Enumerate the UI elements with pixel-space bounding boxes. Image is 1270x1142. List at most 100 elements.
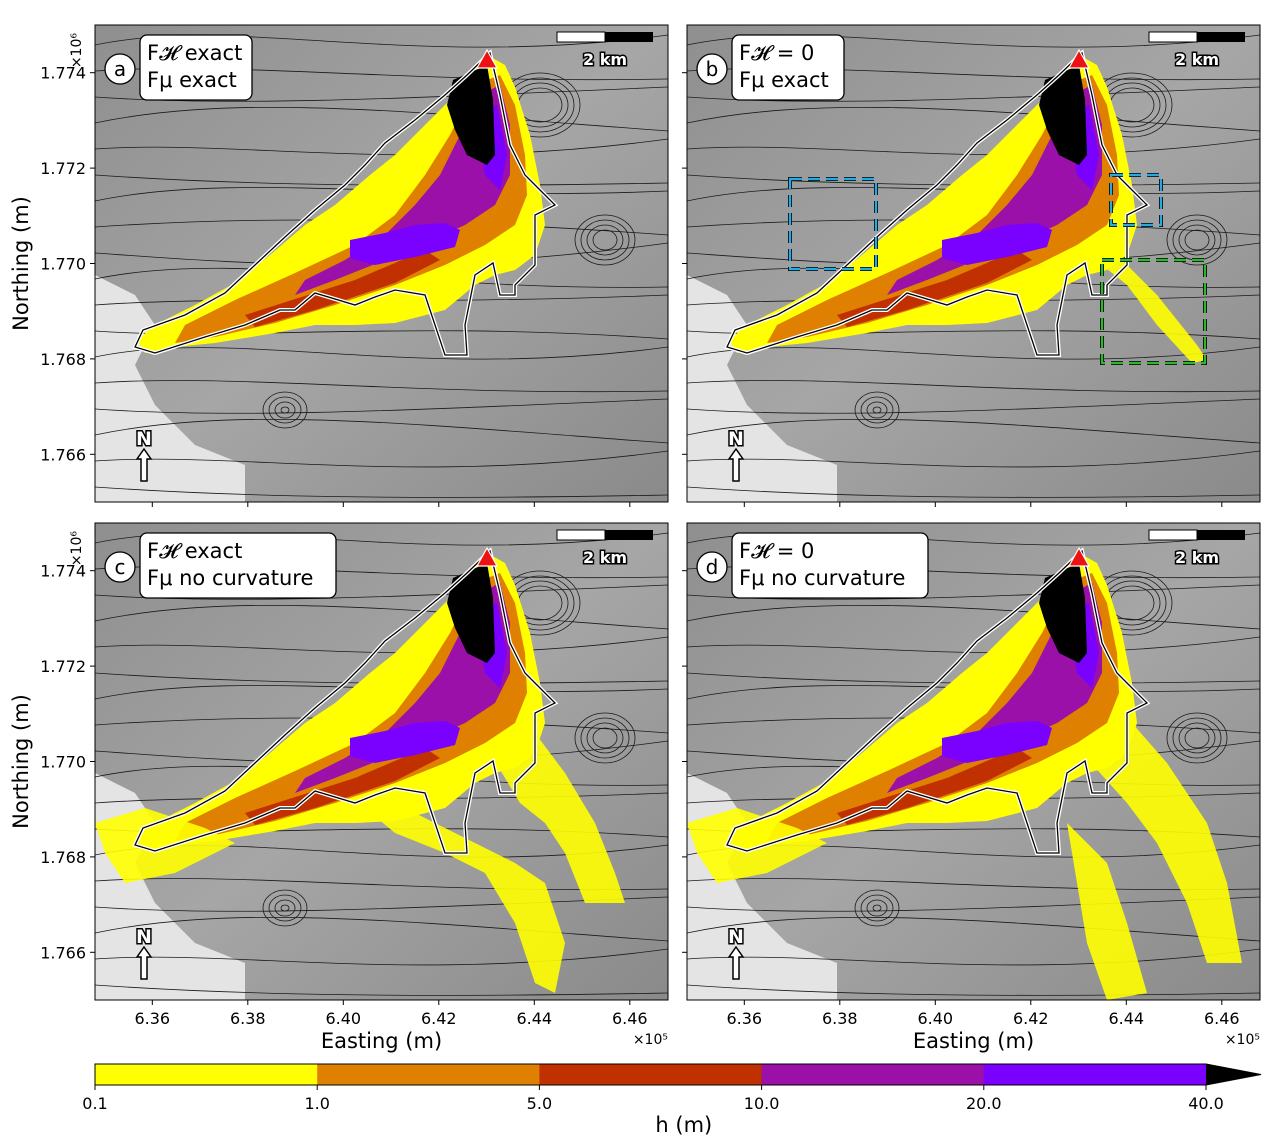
contour-ring — [262, 889, 308, 927]
y-tick-label: 1.768 — [40, 848, 86, 867]
y-tick-label: 1.770 — [40, 255, 86, 274]
colorbar-bin — [95, 1064, 318, 1085]
flow-depth-over-40 — [1039, 65, 1087, 165]
vent-marker — [1067, 48, 1091, 69]
contour-ring — [866, 401, 888, 419]
colorbar-tick-label: 5.0 — [527, 1094, 552, 1113]
contour-ring — [586, 224, 624, 256]
scale-bar-black — [605, 32, 653, 42]
map-panel-d: 2 km Nd F𝓗 = 0 Fμ no curvature 6.36 6.38 6.40 6… — [682, 522, 1261, 1053]
flow-depth-over-40 — [1039, 563, 1087, 663]
contour-ring — [268, 396, 302, 424]
scale-bar-label: 2 km — [583, 548, 627, 567]
map-panel-c: 2 km Nc F𝓗 exact Fμ no curvature 6.36 6.38 6.4… — [9, 522, 669, 1053]
contour-line — [95, 380, 668, 393]
flow-depth-0.1-1 — [137, 553, 545, 851]
contour-ring — [860, 894, 894, 922]
x-axis-label: Easting (m) — [321, 1029, 442, 1053]
colorbar-tick-label: 1.0 — [304, 1094, 329, 1113]
sea-area — [687, 275, 837, 502]
x-offset-label: ×10⁵ — [1225, 1032, 1260, 1048]
contour-ring — [854, 889, 900, 927]
contour-line — [687, 948, 1260, 966]
x-tick-label: 6.36 — [726, 1009, 762, 1028]
panel-letter: c — [115, 555, 126, 579]
colorbar-tick-label: 20.0 — [966, 1094, 1002, 1113]
contour-line — [95, 418, 668, 444]
map-content: 2 km N — [95, 25, 668, 502]
x-tick-label: 6.40 — [325, 1009, 361, 1028]
contour-ring — [1178, 722, 1216, 754]
panel-condition-line2: Fμ no curvature — [147, 566, 313, 590]
colorbar: 0.1 1.0 5.0 10.0 20.0 40.0 h (m) — [82, 1063, 1262, 1137]
y-axis-label: Northing (m) — [9, 196, 33, 331]
x-tick-label: 6.44 — [1108, 1009, 1144, 1028]
x-tick-label: 6.42 — [421, 1009, 457, 1028]
north-arrow-icon — [135, 447, 153, 482]
panel-condition-line2: Fμ exact — [147, 68, 237, 92]
contour-line — [687, 450, 1260, 468]
contour-line — [687, 916, 1260, 942]
scale-bar-white — [556, 31, 606, 43]
north-arrow-icon — [727, 945, 745, 980]
contour-ring — [574, 712, 636, 764]
x-tick-label: 6.44 — [516, 1009, 552, 1028]
scale-bar-label: 2 km — [1175, 50, 1219, 69]
sea-area — [95, 275, 245, 502]
y-tick-label: 1.772 — [40, 657, 86, 676]
scale-bar-black — [1197, 530, 1245, 540]
contour-line — [95, 896, 668, 912]
contour-line — [95, 486, 668, 498]
scale-bar-label: 2 km — [583, 50, 627, 69]
panel-condition-line1: F𝓗 = 0 — [739, 539, 814, 563]
colorbar-tick-label: 40.0 — [1188, 1094, 1224, 1113]
contour-ring — [1172, 717, 1222, 759]
contour-line — [687, 636, 1260, 654]
y-tick-label: 1.772 — [40, 159, 86, 178]
flow-channel — [350, 223, 460, 265]
flow-depth-5-10 — [245, 250, 440, 327]
panel-condition-line2: Fμ no curvature — [739, 566, 905, 590]
flow-depth-5-10 — [837, 250, 1032, 327]
panel-letter: a — [114, 57, 126, 81]
scale-bar-white — [1148, 31, 1198, 43]
y-tick-label: 1.774 — [40, 64, 86, 83]
contour-ring — [1178, 224, 1216, 256]
colorbar-bin — [983, 1064, 1207, 1085]
contour-line — [95, 672, 668, 684]
panel-letter: d — [706, 555, 719, 579]
contour-ring — [592, 727, 618, 749]
contour-line — [687, 380, 1260, 393]
y-offset-label: ×10⁶ — [69, 531, 85, 567]
flow-depth-5-10 — [837, 748, 1032, 825]
highlight-box-southeast — [1100, 258, 1207, 365]
panel-condition-box — [139, 532, 337, 599]
contour-ring — [592, 229, 618, 251]
panel-condition-line1: F𝓗 exact — [147, 539, 242, 563]
contour-line — [687, 896, 1260, 912]
panel-letter: b — [706, 57, 719, 81]
x-tick-label: 6.46 — [612, 1009, 648, 1028]
vent-marker — [475, 546, 499, 567]
x-tick-label: 6.38 — [822, 1009, 858, 1028]
colorbar-tick-label: 10.0 — [744, 1094, 780, 1113]
contour-ring — [860, 396, 894, 424]
contour-ring — [268, 894, 302, 922]
panel-letter-circle — [696, 53, 728, 85]
y-tick-label: 1.766 — [40, 445, 86, 464]
contour-line — [95, 916, 668, 942]
contour-line — [687, 174, 1260, 186]
flow-depth-0.1-1 — [729, 553, 1137, 851]
contour-line — [95, 174, 668, 186]
contour-line — [95, 138, 668, 156]
colorbar-label: h (m) — [655, 1113, 712, 1137]
y-offset-label: ×10⁶ — [69, 33, 85, 69]
contour-ring — [1184, 229, 1210, 251]
x-offset-label: ×10⁵ — [633, 1032, 668, 1048]
observed-flow-outline — [726, 51, 1149, 356]
y-tick-label: 1.766 — [40, 943, 86, 962]
panel-letter-circle — [696, 551, 728, 583]
contour-ring — [1166, 712, 1228, 764]
north-label: N — [728, 926, 744, 948]
